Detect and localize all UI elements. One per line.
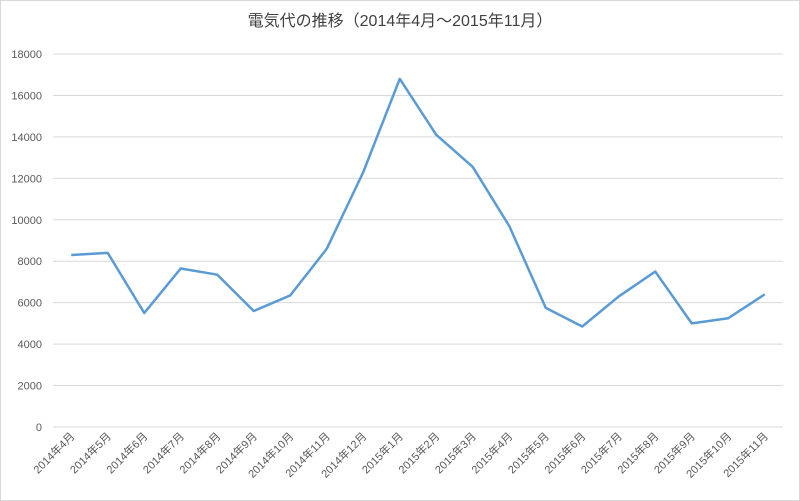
- line-series: [71, 77, 766, 328]
- y-tick-label: 2000: [18, 381, 42, 393]
- y-tick-label: 4000: [18, 339, 42, 351]
- y-tick-label: 14000: [11, 132, 42, 144]
- y-tick-label: 16000: [11, 90, 42, 102]
- y-tick-label: 8000: [18, 256, 42, 268]
- y-tick-label: 10000: [11, 215, 42, 227]
- y-tick-label: 0: [36, 422, 42, 434]
- chart-title: 電気代の推移（2014年4月～2015年11月）: [248, 12, 553, 30]
- y-tick-label: 12000: [11, 173, 42, 185]
- y-tick-label: 18000: [11, 49, 42, 61]
- y-tick-label: 6000: [18, 298, 42, 310]
